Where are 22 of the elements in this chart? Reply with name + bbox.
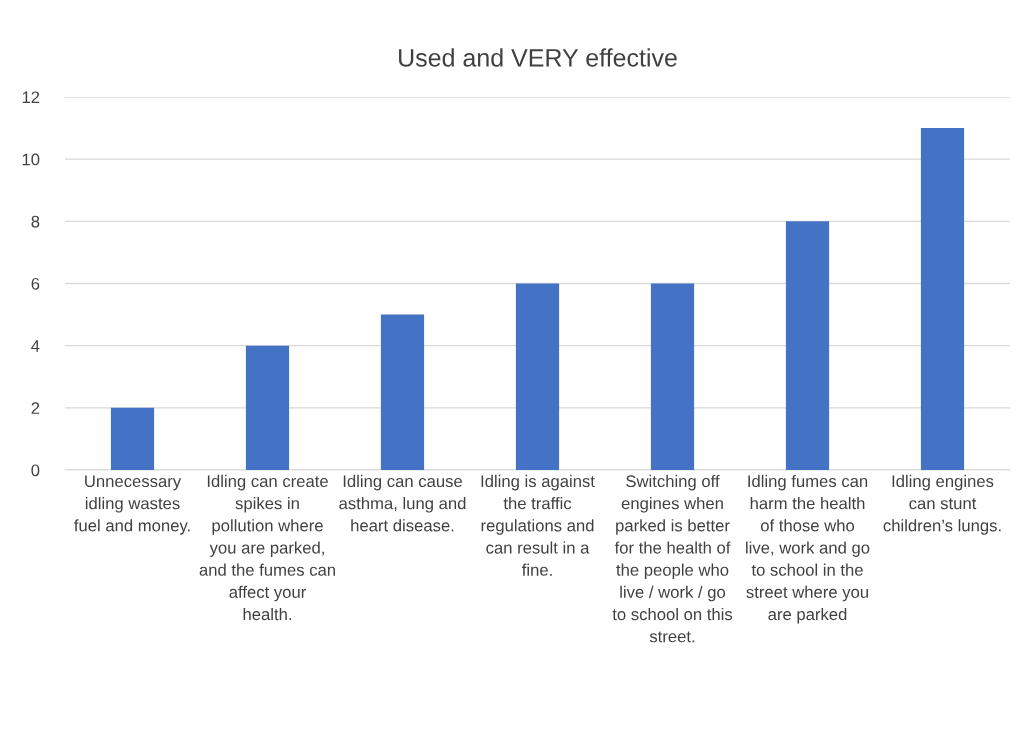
y-tick-label: 10 (22, 153, 40, 166)
y-tick-label: 6 (31, 277, 40, 290)
x-tick-label: Idling fumes can harm the health of those who live, work and go to school in the street where you are parked (746, 474, 870, 624)
bar (785, 221, 830, 470)
x-tick-label: Idling engines can stunt children’s lungs. (883, 474, 1001, 535)
x-tick-label: Idling is against the traffic regulations and can result in a fine. (481, 474, 595, 576)
bar (110, 407, 155, 470)
y-tick-label: 0 (31, 464, 40, 477)
bar (245, 345, 290, 470)
x-tick-label: Idling can cause asthma, lung and heart disease. (339, 474, 466, 532)
y-tick-label: 4 (31, 340, 40, 352)
x-tick-label: Switching off engines when parked is better for the health of the people who live / work / go to school on this street. (612, 474, 733, 643)
y-tick-label: 12 (22, 91, 40, 104)
bar (515, 283, 560, 470)
bar (920, 128, 965, 470)
bar (380, 314, 425, 470)
y-tick-label: 2 (31, 402, 40, 414)
x-tick-label: Idling can create spikes in pollution where you are parked, and the fumes can affect your health. (199, 474, 335, 621)
x-tick-label: Unnecessary idling wastes fuel and money. (74, 475, 190, 535)
chart-title: Used and VERY effective (399, 48, 677, 67)
y-tick-label: 8 (31, 215, 40, 228)
bar (650, 283, 695, 470)
